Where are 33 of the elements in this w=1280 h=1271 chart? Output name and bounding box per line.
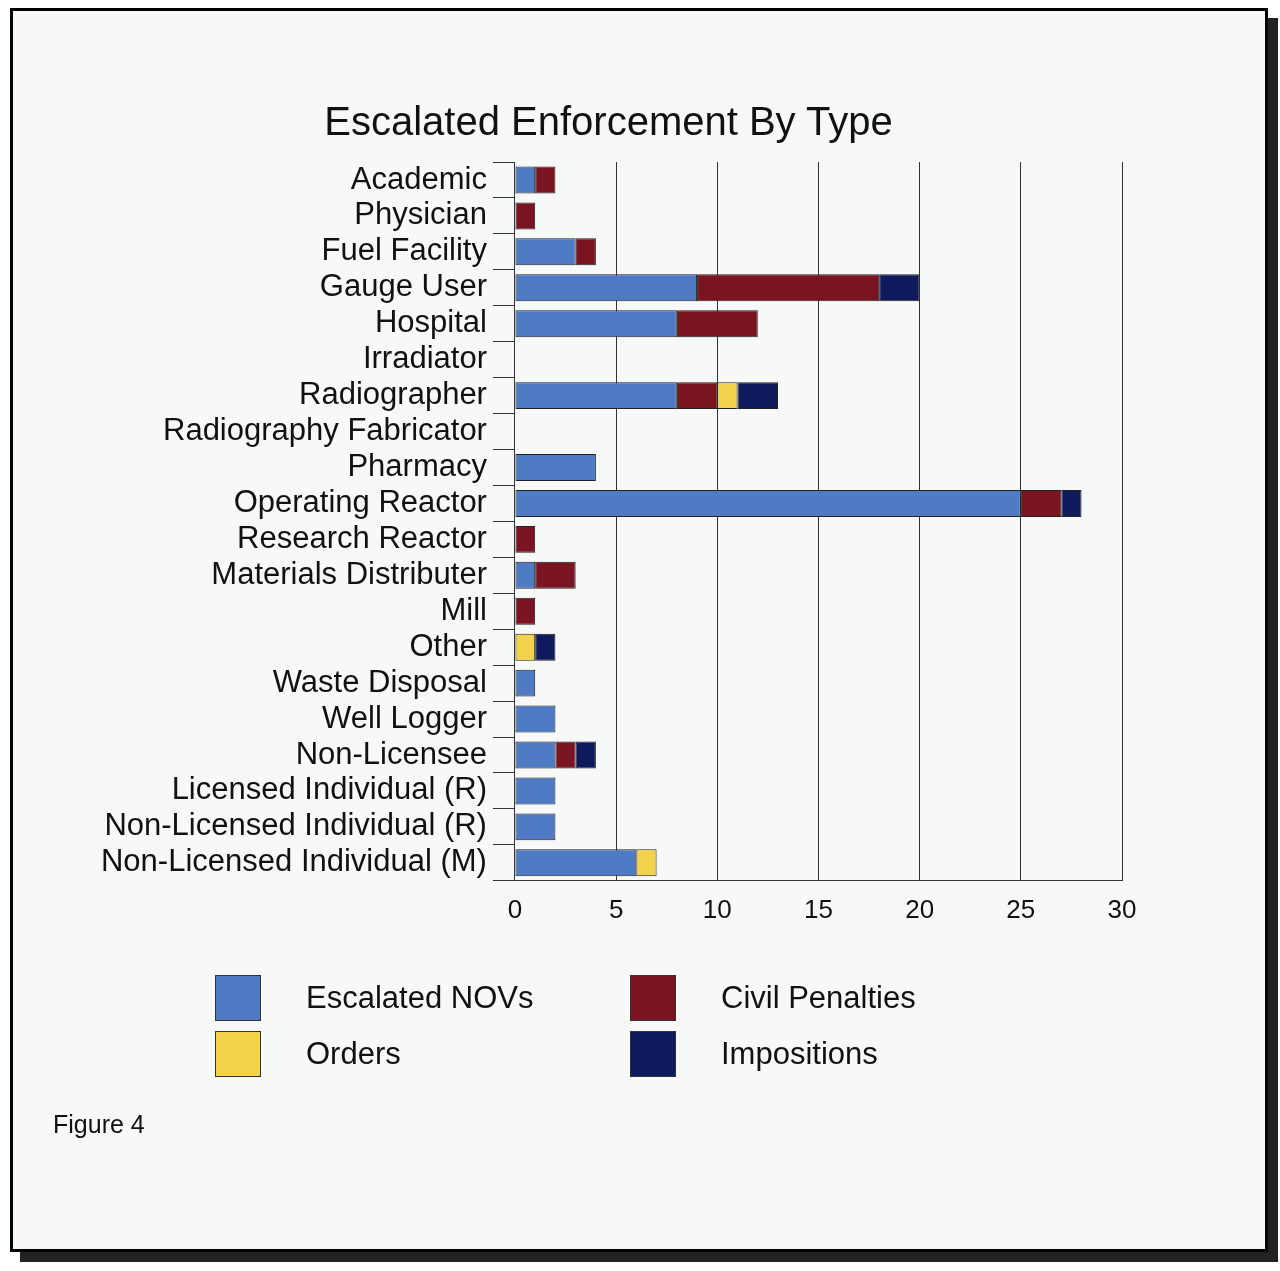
caption: Figure 4 [53,1110,145,1139]
y-tick-label: Non-Licensed Individual (M) [100,843,487,879]
legend-label: Civil Penalties [721,980,916,1016]
y-tick-label: Mill [440,591,487,627]
y-tick-label: Fuel Facility [321,232,488,268]
legend-label: Orders [306,1036,401,1072]
x-tick-label: 5 [608,893,624,924]
x-tick-label: 0 [507,893,523,924]
y-tick-label: Licensed Individual (R) [171,771,487,807]
y-tick-label: Academic [350,160,487,196]
y-tick-label: Pharmacy [347,448,488,484]
y-tick-label: Irradiator [362,340,487,376]
y-tick-label: Hospital [374,304,487,340]
x-tick-label: 15 [804,893,833,924]
y-tick-label: Well Logger [322,699,487,735]
y-tick-label: Physician [354,196,487,232]
y-tick-label: Non-Licensed Individual (R) [104,807,487,843]
chart-title: Escalated Enforcement By Type [324,99,893,144]
x-tick-label: 30 [1107,893,1137,924]
y-tick-label: Research Reactor [237,519,487,555]
y-tick-label: Radiographer [299,376,487,412]
y-tick-label: Non-Licensee [295,735,487,771]
x-tick-label: 10 [702,893,732,924]
legend-label: Impositions [721,1036,878,1072]
legend-label: Escalated NOVs [306,980,534,1016]
y-tick-label: Waste Disposal [272,663,487,699]
y-tick-label: Radiography Fabricator [163,412,487,448]
x-tick-label: 20 [905,893,935,924]
y-tick-label: Other [409,627,487,663]
y-tick-label: Gauge User [319,268,487,304]
x-tick-label: 25 [1006,893,1036,924]
y-tick-label: Operating Reactor [233,483,487,519]
y-tick-label: Materials Distributer [211,555,487,591]
